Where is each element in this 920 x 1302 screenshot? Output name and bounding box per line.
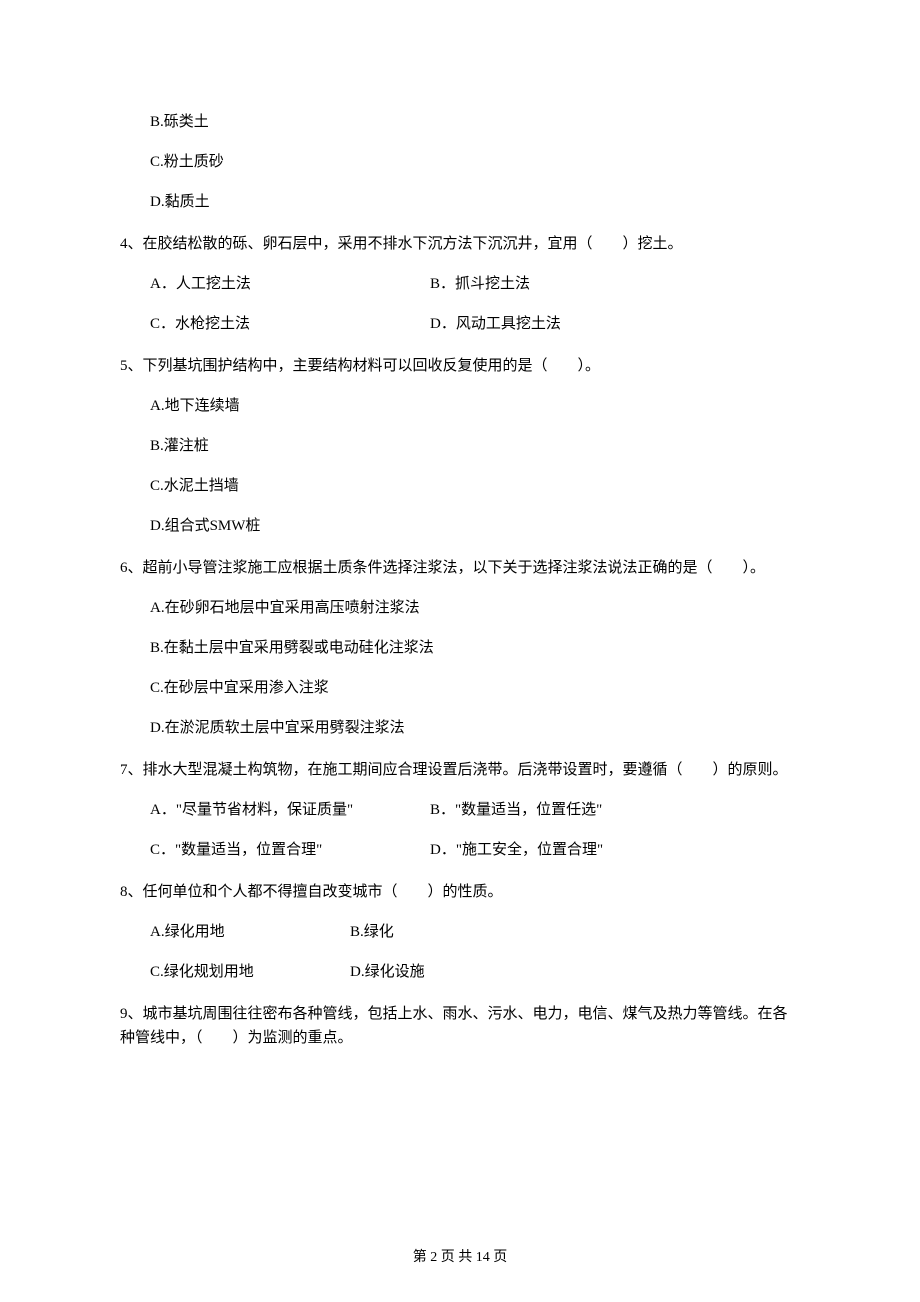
question-9: 9、城市基坑周围往往密布各种管线，包括上水、雨水、污水、电力，电信、煤气及热力等… <box>120 1002 800 1050</box>
question-8: 8、任何单位和个人都不得擅自改变城市（ ）的性质。 A.绿化用地 B.绿化 C.… <box>120 880 800 984</box>
option-3c: C.粉土质砂 <box>150 150 800 174</box>
option-6a: A.在砂卵石地层中宜采用高压喷射注浆法 <box>150 596 800 620</box>
option-7d: D．"施工安全，位置合理" <box>430 838 800 862</box>
question-6-options: A.在砂卵石地层中宜采用高压喷射注浆法 B.在黏土层中宜采用劈裂或电动硅化注浆法… <box>120 596 800 740</box>
question-4-text: 4、在胶结松散的砾、卵石层中，采用不排水下沉方法下沉沉井，宜用（ ）挖土。 <box>120 232 800 256</box>
question-9-text: 9、城市基坑周围往往密布各种管线，包括上水、雨水、污水、电力，电信、煤气及热力等… <box>120 1002 800 1050</box>
option-6d: D.在淤泥质软土层中宜采用劈裂注浆法 <box>150 716 800 740</box>
option-8d: D.绿化设施 <box>350 960 800 984</box>
question-8-options: A.绿化用地 B.绿化 C.绿化规划用地 D.绿化设施 <box>120 920 800 984</box>
question-7-options: A．"尽量节省材料，保证质量" B．"数量适当，位置任选" C．"数量适当，位置… <box>120 798 800 862</box>
question-6: 6、超前小导管注浆施工应根据土质条件选择注浆法，以下关于选择注浆法说法正确的是（… <box>120 556 800 740</box>
option-6b: B.在黏土层中宜采用劈裂或电动硅化注浆法 <box>150 636 800 660</box>
page-footer: 第 2 页 共 14 页 <box>0 1246 920 1266</box>
option-7b: B．"数量适当，位置任选" <box>430 798 800 822</box>
question-3-options: B.砾类土 C.粉土质砂 D.黏质土 <box>120 110 800 214</box>
option-7a: A．"尽量节省材料，保证质量" <box>150 798 430 822</box>
question-5-text: 5、下列基坑围护结构中，主要结构材料可以回收反复使用的是（ ）。 <box>120 354 800 378</box>
option-3b: B.砾类土 <box>150 110 800 134</box>
question-5-options: A.地下连续墙 B.灌注桩 C.水泥土挡墙 D.组合式SMW桩 <box>120 394 800 538</box>
option-4c: C．水枪挖土法 <box>150 312 430 336</box>
option-8a: A.绿化用地 <box>150 920 350 944</box>
question-4: 4、在胶结松散的砾、卵石层中，采用不排水下沉方法下沉沉井，宜用（ ）挖土。 A．… <box>120 232 800 336</box>
question-3-partial: B.砾类土 C.粉土质砂 D.黏质土 <box>120 110 800 214</box>
question-6-text: 6、超前小导管注浆施工应根据土质条件选择注浆法，以下关于选择注浆法说法正确的是（… <box>120 556 800 580</box>
option-7c: C．"数量适当，位置合理" <box>150 838 430 862</box>
option-4d: D．风动工具挖土法 <box>430 312 800 336</box>
option-5a: A.地下连续墙 <box>150 394 800 418</box>
option-5d: D.组合式SMW桩 <box>150 514 800 538</box>
question-7: 7、排水大型混凝土构筑物，在施工期间应合理设置后浇带。后浇带设置时，要遵循（ ）… <box>120 758 800 862</box>
option-5c: C.水泥土挡墙 <box>150 474 800 498</box>
option-8c: C.绿化规划用地 <box>150 960 350 984</box>
option-5b: B.灌注桩 <box>150 434 800 458</box>
option-6c: C.在砂层中宜采用渗入注浆 <box>150 676 800 700</box>
question-5: 5、下列基坑围护结构中，主要结构材料可以回收反复使用的是（ ）。 A.地下连续墙… <box>120 354 800 538</box>
option-4a: A．人工挖土法 <box>150 272 430 296</box>
question-4-options: A．人工挖土法 B．抓斗挖土法 C．水枪挖土法 D．风动工具挖土法 <box>120 272 800 336</box>
question-8-text: 8、任何单位和个人都不得擅自改变城市（ ）的性质。 <box>120 880 800 904</box>
option-4b: B．抓斗挖土法 <box>430 272 800 296</box>
option-8b: B.绿化 <box>350 920 800 944</box>
option-3d: D.黏质土 <box>150 190 800 214</box>
question-7-text: 7、排水大型混凝土构筑物，在施工期间应合理设置后浇带。后浇带设置时，要遵循（ ）… <box>120 758 800 782</box>
